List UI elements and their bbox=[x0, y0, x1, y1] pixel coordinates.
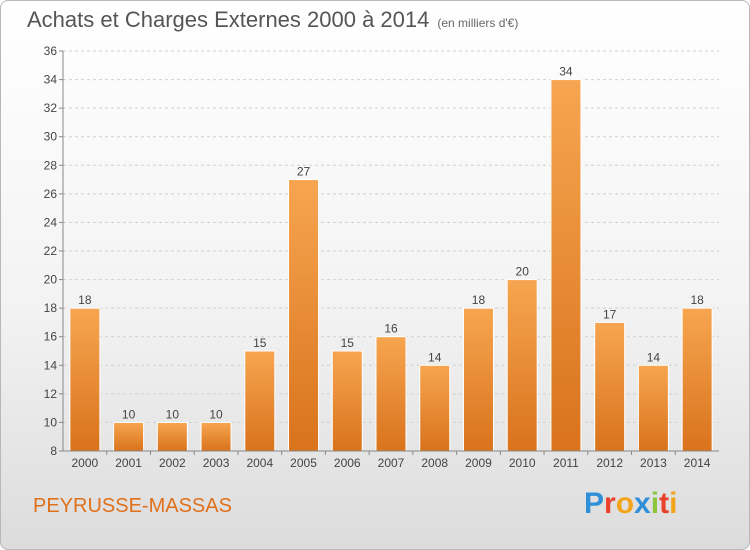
bar bbox=[113, 421, 145, 452]
y-tick-label: 26 bbox=[44, 187, 58, 201]
x-tick-label: 2001 bbox=[115, 456, 142, 470]
bar bbox=[419, 364, 451, 452]
bar bbox=[288, 179, 320, 452]
y-tick-label: 32 bbox=[44, 101, 58, 115]
logo-letter: i bbox=[650, 487, 660, 520]
y-tick-label: 12 bbox=[44, 387, 58, 401]
y-tick-label: 14 bbox=[44, 358, 58, 372]
bar-value-label: 10 bbox=[209, 407, 223, 421]
bar bbox=[462, 307, 494, 452]
y-tick-label: 10 bbox=[44, 415, 58, 429]
x-tick-label: 2003 bbox=[203, 456, 230, 470]
chart-title: Achats et Charges Externes 2000 à 2014 (e… bbox=[27, 7, 518, 33]
x-tick-label: 2011 bbox=[553, 456, 579, 470]
bar bbox=[156, 421, 188, 452]
bar-value-label: 14 bbox=[428, 350, 442, 364]
y-tick-label: 20 bbox=[44, 273, 58, 287]
y-tick-label: 36 bbox=[44, 44, 58, 58]
bar bbox=[550, 79, 582, 452]
logo-letter: o bbox=[615, 487, 635, 520]
y-tick-label: 28 bbox=[44, 158, 58, 172]
y-tick-label: 16 bbox=[44, 330, 58, 344]
x-tick-label: 2000 bbox=[72, 456, 99, 470]
bar-value-label: 27 bbox=[297, 165, 311, 179]
x-tick-label: 2004 bbox=[246, 456, 273, 470]
x-tick-label: 2005 bbox=[290, 456, 317, 470]
bar-value-label: 14 bbox=[647, 350, 661, 364]
proxiti-logo: Proxiti bbox=[584, 487, 677, 521]
x-axis-ticks: 2000 2001 2002 2003 2004 2005 2006 2007 2008 2009… bbox=[72, 451, 711, 470]
y-tick-label: 18 bbox=[44, 301, 58, 315]
bar-labels: 18 10 10 10 15 27 15 16 14 18 20 34 17 14 18 bbox=[78, 65, 704, 422]
bar bbox=[200, 421, 232, 452]
x-tick-label: 2009 bbox=[465, 456, 492, 470]
x-tick-label: 2006 bbox=[334, 456, 361, 470]
bar-value-label: 17 bbox=[603, 307, 617, 321]
x-tick-label: 2014 bbox=[684, 456, 711, 470]
bar bbox=[375, 336, 407, 452]
bar-value-label: 15 bbox=[253, 336, 267, 350]
y-tick-label: 34 bbox=[44, 73, 58, 87]
y-tick-label: 24 bbox=[44, 215, 58, 229]
bars bbox=[69, 79, 713, 452]
x-tick-label: 2013 bbox=[640, 456, 667, 470]
bar bbox=[594, 321, 626, 452]
y-tick-label: 8 bbox=[50, 444, 57, 458]
bar bbox=[506, 279, 538, 452]
bar bbox=[69, 307, 101, 452]
bar-value-label: 15 bbox=[341, 336, 355, 350]
y-tick-label: 30 bbox=[44, 130, 58, 144]
logo-letter: P bbox=[584, 487, 605, 520]
bar-value-label: 10 bbox=[166, 407, 180, 421]
bar-value-label: 18 bbox=[472, 293, 486, 307]
logo-letter: x bbox=[634, 487, 651, 520]
x-tick-label: 2008 bbox=[421, 456, 448, 470]
x-tick-label: 2010 bbox=[509, 456, 536, 470]
logo-letter: i bbox=[669, 487, 678, 520]
bar-value-label: 10 bbox=[122, 407, 136, 421]
logo-letter: r bbox=[604, 487, 616, 520]
bar-value-label: 18 bbox=[690, 293, 704, 307]
chart-title-text: Achats et Charges Externes 2000 à 2014 bbox=[27, 7, 430, 32]
y-axis-ticks: 8 10 12 14 16 18 20 22 24 26 28 30 32 34 36 bbox=[44, 44, 63, 458]
bar bbox=[331, 350, 363, 452]
y-tick-label: 22 bbox=[44, 244, 58, 258]
bar-value-label: 34 bbox=[559, 65, 573, 79]
x-tick-label: 2012 bbox=[596, 456, 623, 470]
bar bbox=[244, 350, 276, 452]
logo-letter: t bbox=[659, 487, 670, 520]
commune-name: PEYRUSSE-MASSAS bbox=[33, 495, 232, 517]
x-tick-label: 2007 bbox=[378, 456, 405, 470]
bar bbox=[681, 307, 713, 452]
bar-value-label: 16 bbox=[384, 322, 398, 336]
bar bbox=[637, 364, 669, 452]
axes bbox=[62, 51, 719, 452]
bar-value-label: 18 bbox=[78, 293, 92, 307]
chart-subtitle: (en milliers d'€) bbox=[437, 16, 519, 30]
bar-value-label: 20 bbox=[516, 265, 530, 279]
x-tick-label: 2002 bbox=[159, 456, 186, 470]
